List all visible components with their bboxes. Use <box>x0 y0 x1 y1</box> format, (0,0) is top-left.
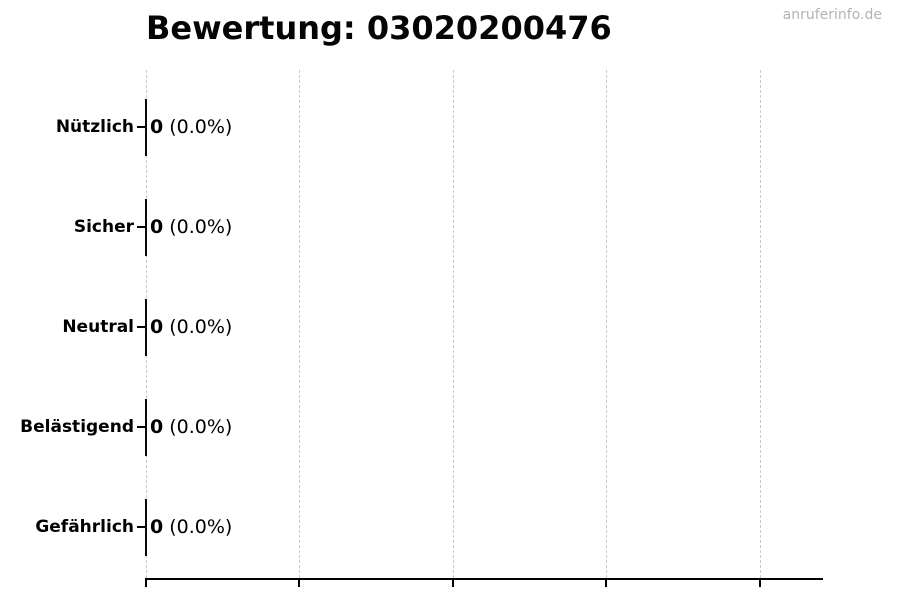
x-axis-tick <box>605 580 607 587</box>
value-count: 0 <box>150 116 164 138</box>
bar-neutral <box>145 299 147 356</box>
category-label-nuetzlich: Nützlich <box>55 117 134 137</box>
value-label-belaestigend: 0 (0.0%) <box>150 416 232 438</box>
chart-title: Bewertung: 03020200476 <box>146 9 612 47</box>
bar-sicher <box>145 199 147 256</box>
y-axis-tick <box>137 526 146 528</box>
x-axis-tick <box>759 580 761 587</box>
value-percent: (0.0%) <box>169 216 233 238</box>
value-label-sicher: 0 (0.0%) <box>150 216 232 238</box>
y-axis-tick <box>137 126 146 128</box>
value-count: 0 <box>150 516 164 538</box>
category-label-gefaehrlich: Gefährlich <box>35 517 134 537</box>
value-percent: (0.0%) <box>169 516 233 538</box>
gridline <box>299 70 300 578</box>
y-axis-tick <box>137 426 146 428</box>
plot-area <box>146 70 823 578</box>
bar-nuetzlich <box>145 99 147 156</box>
gridline <box>760 70 761 578</box>
x-axis-line <box>145 578 823 580</box>
category-label-sicher: Sicher <box>73 217 134 237</box>
x-axis-tick <box>452 580 454 587</box>
value-label-gefaehrlich: 0 (0.0%) <box>150 516 232 538</box>
y-axis-tick <box>137 326 146 328</box>
value-count: 0 <box>150 316 164 338</box>
bar-gefaehrlich <box>145 499 147 556</box>
value-count: 0 <box>150 416 164 438</box>
value-label-nuetzlich: 0 (0.0%) <box>150 116 232 138</box>
value-percent: (0.0%) <box>169 116 233 138</box>
x-axis-tick <box>298 580 300 587</box>
y-axis-tick <box>137 226 146 228</box>
x-axis-tick <box>145 580 147 587</box>
value-label-neutral: 0 (0.0%) <box>150 316 232 338</box>
category-label-neutral: Neutral <box>62 317 134 337</box>
value-percent: (0.0%) <box>169 416 233 438</box>
gridline <box>453 70 454 578</box>
value-percent: (0.0%) <box>169 316 233 338</box>
gridline <box>606 70 607 578</box>
bar-belaestigend <box>145 399 147 456</box>
value-count: 0 <box>150 216 164 238</box>
watermark-text: anruferinfo.de <box>782 7 882 23</box>
category-label-belaestigend: Belästigend <box>20 417 134 437</box>
